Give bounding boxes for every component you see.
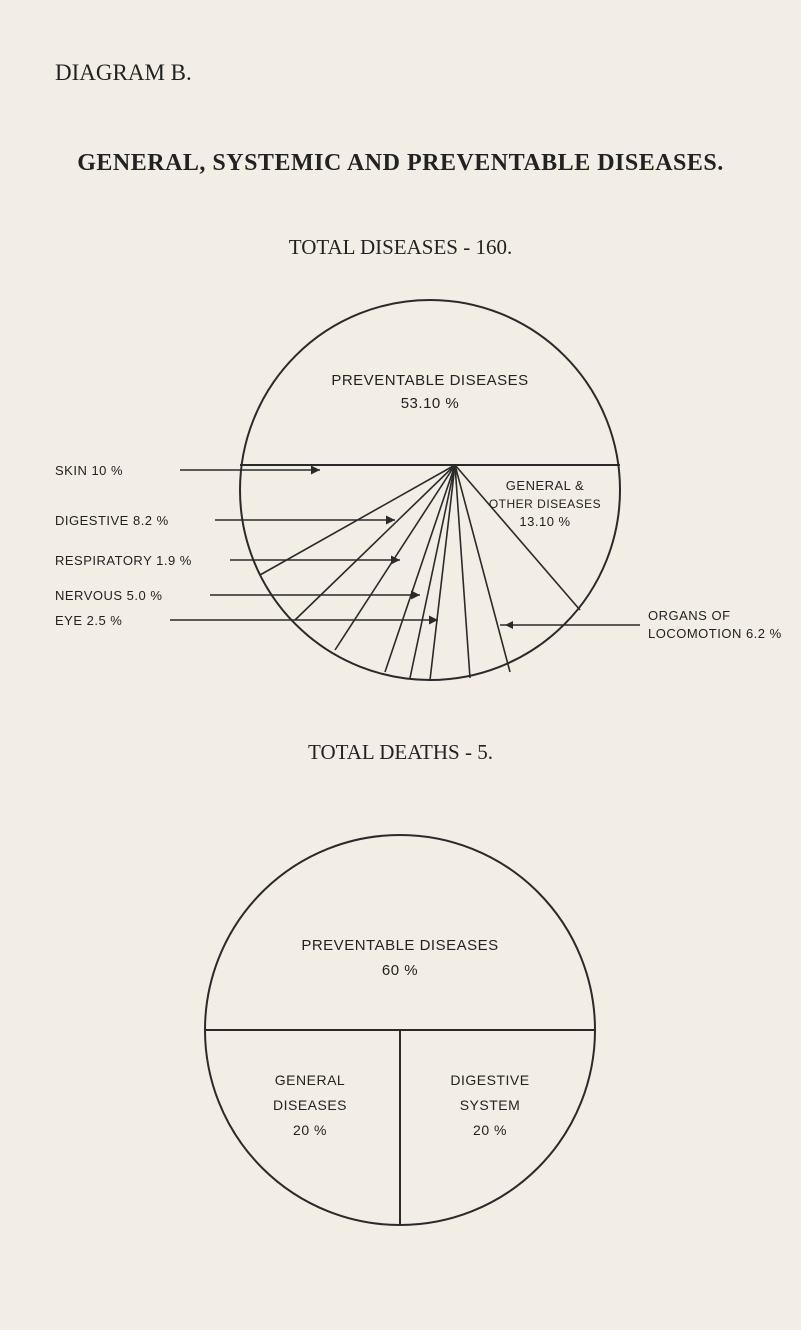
chart1-right-line2: OTHER DISEASES [489,497,601,511]
chart2-top-line1: PREVENTABLE DISEASES [301,937,498,954]
diseases-pie-chart: PREVENTABLE DISEASES 53.10 % GENERAL & O… [0,280,801,710]
page: DIAGRAM B. GENERAL, SYSTEMIC AND PREVENT… [0,0,801,1330]
chart2-br-line3: 20 % [473,1122,507,1138]
chart1-big-slice-line2: 53.10 % [401,395,460,412]
chart1-right-line3: 13.10 % [519,514,570,529]
chart2-bl-line1: GENERAL [275,1072,345,1088]
chart2-bl-line2: DISEASES [273,1097,347,1113]
chart2-bl-line3: 20 % [293,1122,327,1138]
chart1-loco-line2: LOCOMOTION 6.2 % [648,626,782,641]
chart1-left-label-4: EYE 2.5 % [55,613,122,628]
chart2-br-line1: DIGESTIVE [450,1072,529,1088]
chart1-left-label-1: DIGESTIVE 8.2 % [55,513,169,528]
subtitle-deaths: TOTAL DEATHS - 5. [0,740,801,765]
chart1-left-label-3: NERVOUS 5.0 % [55,588,162,603]
diagram-label: DIAGRAM B. [55,60,192,86]
chart1-left-label-2: RESPIRATORY 1.9 % [55,553,192,568]
chart2-top-line2: 60 % [382,962,418,979]
chart1-left-label-0: SKIN 10 % [55,463,123,478]
chart2-br-line2: SYSTEM [460,1097,521,1113]
subtitle-diseases: TOTAL DISEASES - 160. [0,235,801,260]
chart1-right-line1: GENERAL & [506,478,584,493]
chart1-loco-line1: ORGANS OF [648,608,731,623]
page-main-title: GENERAL, SYSTEMIC AND PREVENTABLE DISEAS… [0,150,801,177]
chart1-big-slice-line1: PREVENTABLE DISEASES [331,372,528,389]
deaths-pie-chart: PREVENTABLE DISEASES 60 % GENERAL DISEAS… [0,790,801,1270]
